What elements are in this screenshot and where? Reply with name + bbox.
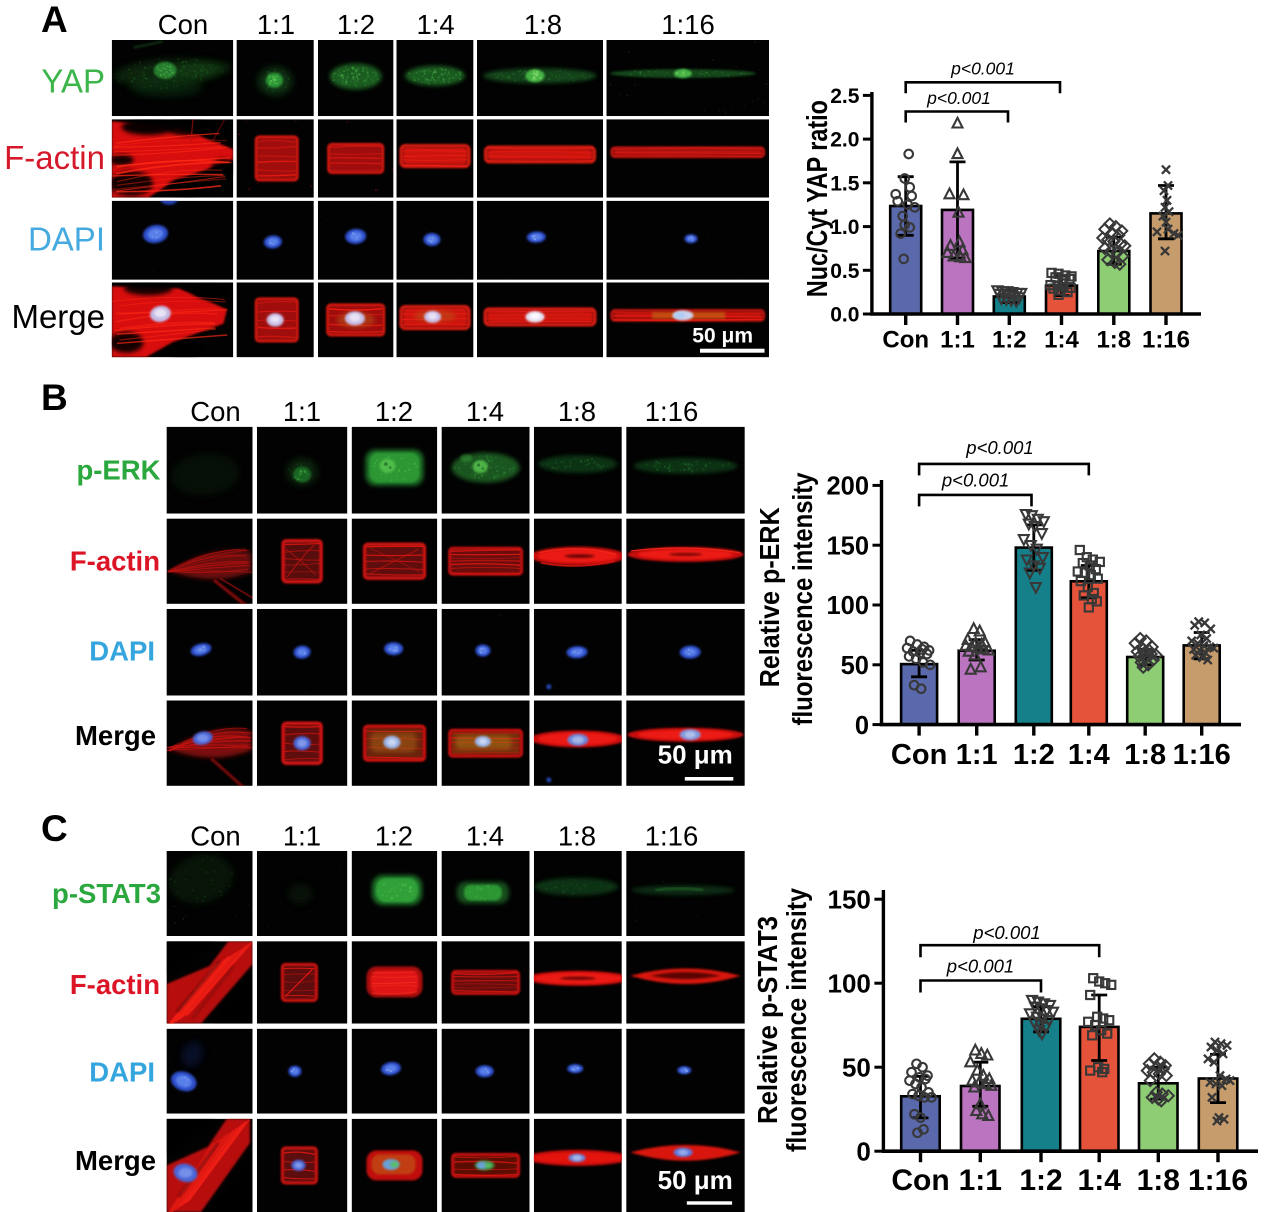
svg-text:Merge: Merge bbox=[75, 1145, 156, 1176]
svg-text:1:4: 1:4 bbox=[1078, 1164, 1122, 1197]
svg-text:1:1: 1:1 bbox=[283, 821, 321, 852]
svg-text:DAPI: DAPI bbox=[89, 1057, 155, 1088]
svg-text:C: C bbox=[41, 808, 68, 849]
svg-text:1:16: 1:16 bbox=[661, 9, 715, 40]
svg-text:1:2: 1:2 bbox=[337, 9, 375, 40]
svg-text:p<0.001: p<0.001 bbox=[972, 922, 1040, 943]
svg-text:1:4: 1:4 bbox=[1044, 327, 1079, 354]
svg-text:150: 150 bbox=[828, 885, 871, 915]
svg-text:1:1: 1:1 bbox=[959, 1164, 1002, 1197]
svg-text:50 μm: 50 μm bbox=[658, 1165, 733, 1195]
svg-text:150: 150 bbox=[826, 532, 869, 560]
svg-text:p<0.001: p<0.001 bbox=[965, 437, 1033, 458]
svg-text:2.5: 2.5 bbox=[830, 85, 860, 108]
svg-text:fluorescence intensity: fluorescence intensity bbox=[781, 888, 812, 1152]
svg-text:DAPI: DAPI bbox=[28, 221, 105, 258]
svg-text:F-actin: F-actin bbox=[70, 546, 160, 577]
svg-text:fluorescence intensity: fluorescence intensity bbox=[787, 472, 818, 725]
svg-text:Nuc/Cyt YAP ratio: Nuc/Cyt YAP ratio bbox=[802, 100, 834, 297]
svg-text:0: 0 bbox=[856, 1137, 870, 1167]
svg-text:p<0.001: p<0.001 bbox=[941, 470, 1009, 491]
svg-text:100: 100 bbox=[826, 592, 869, 620]
svg-text:Con: Con bbox=[891, 1164, 949, 1197]
svg-text:50: 50 bbox=[841, 652, 869, 680]
svg-text:p<0.001: p<0.001 bbox=[946, 956, 1014, 977]
svg-text:DAPI: DAPI bbox=[89, 636, 155, 667]
svg-text:F-actin: F-actin bbox=[4, 139, 105, 176]
svg-text:B: B bbox=[41, 377, 68, 418]
svg-text:A: A bbox=[41, 0, 68, 40]
svg-text:1.5: 1.5 bbox=[830, 172, 860, 195]
svg-text:Con: Con bbox=[190, 821, 240, 852]
svg-text:Con: Con bbox=[158, 9, 208, 40]
svg-text:1:2: 1:2 bbox=[375, 396, 413, 427]
svg-text:1:1: 1:1 bbox=[257, 9, 295, 40]
svg-text:1:4: 1:4 bbox=[416, 9, 454, 40]
svg-text:Relative p-ERK: Relative p-ERK bbox=[754, 507, 785, 687]
svg-text:p<0.001: p<0.001 bbox=[926, 88, 991, 108]
svg-text:1:1: 1:1 bbox=[283, 396, 321, 427]
svg-text:1:8: 1:8 bbox=[558, 821, 596, 852]
svg-text:1:2: 1:2 bbox=[992, 327, 1027, 354]
svg-text:2.0: 2.0 bbox=[830, 129, 859, 152]
svg-text:0.5: 0.5 bbox=[830, 260, 860, 283]
svg-text:1:8: 1:8 bbox=[1137, 1164, 1180, 1197]
svg-text:p<0.001: p<0.001 bbox=[950, 59, 1015, 79]
svg-text:1:8: 1:8 bbox=[524, 9, 562, 40]
svg-text:F-actin: F-actin bbox=[70, 969, 160, 1000]
svg-text:1:4: 1:4 bbox=[1068, 739, 1110, 771]
svg-text:Con: Con bbox=[882, 327, 929, 354]
svg-text:1:4: 1:4 bbox=[466, 821, 504, 852]
svg-text:1:16: 1:16 bbox=[1173, 739, 1231, 771]
svg-text:1:16: 1:16 bbox=[1188, 1164, 1248, 1197]
svg-text:1:8: 1:8 bbox=[1096, 327, 1131, 354]
svg-text:1:8: 1:8 bbox=[558, 396, 596, 427]
svg-text:0: 0 bbox=[855, 712, 869, 740]
svg-text:p-ERK: p-ERK bbox=[76, 455, 160, 486]
svg-text:100: 100 bbox=[828, 969, 871, 999]
svg-text:50 μm: 50 μm bbox=[658, 740, 733, 770]
svg-text:1:2: 1:2 bbox=[375, 821, 413, 852]
svg-text:p-STAT3: p-STAT3 bbox=[52, 878, 161, 909]
svg-text:1:4: 1:4 bbox=[466, 396, 504, 427]
svg-text:Con: Con bbox=[891, 739, 947, 771]
svg-text:1:16: 1:16 bbox=[645, 396, 699, 427]
svg-text:50 μm: 50 μm bbox=[692, 324, 753, 347]
svg-text:200: 200 bbox=[826, 473, 869, 501]
svg-text:1.0: 1.0 bbox=[830, 216, 859, 239]
svg-text:YAP: YAP bbox=[41, 63, 105, 100]
svg-text:1:16: 1:16 bbox=[645, 821, 699, 852]
svg-text:1:1: 1:1 bbox=[940, 327, 975, 354]
svg-text:50: 50 bbox=[842, 1053, 871, 1083]
svg-text:Con: Con bbox=[190, 396, 240, 427]
svg-text:1:1: 1:1 bbox=[956, 739, 998, 771]
svg-text:Relative p-STAT3: Relative p-STAT3 bbox=[752, 916, 783, 1124]
svg-text:1:8: 1:8 bbox=[1124, 739, 1166, 771]
svg-text:1:2: 1:2 bbox=[1013, 739, 1055, 771]
svg-text:Merge: Merge bbox=[11, 298, 105, 335]
svg-text:1:2: 1:2 bbox=[1019, 1164, 1062, 1197]
svg-text:0.0: 0.0 bbox=[830, 304, 859, 327]
svg-text:1:16: 1:16 bbox=[1142, 327, 1190, 354]
svg-text:Merge: Merge bbox=[75, 720, 156, 751]
